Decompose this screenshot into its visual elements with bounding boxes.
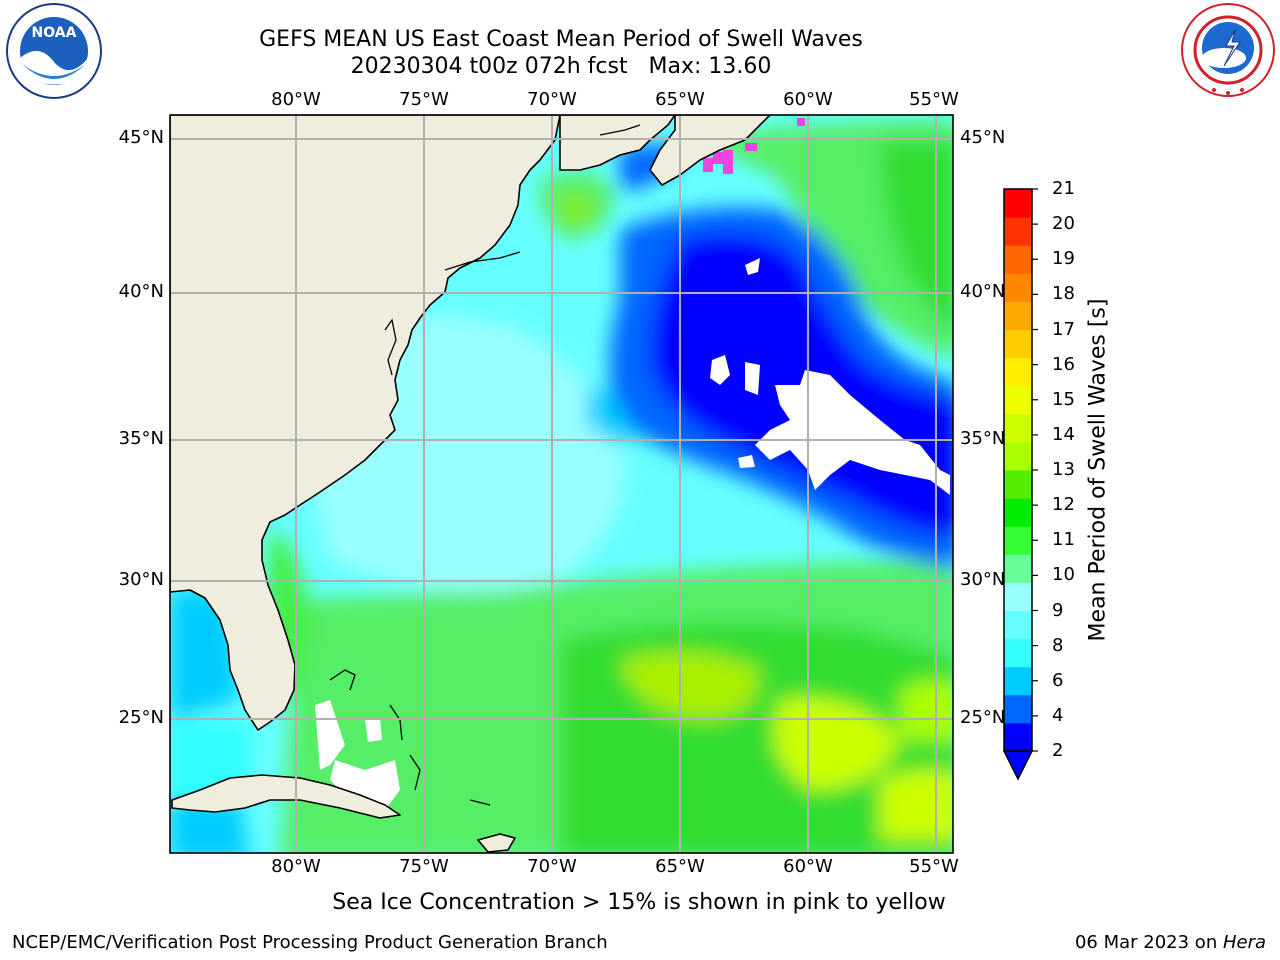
lat-label-left: 25°N <box>118 707 164 728</box>
lon-label-bottom: 75°W <box>399 856 449 877</box>
colorbar-title: Mean Period of Swell Waves [s] <box>1085 298 1111 642</box>
colorbar-tick-label: 8 <box>1052 634 1064 656</box>
colorbar <box>1002 188 1038 781</box>
colorbar-swatch <box>1004 666 1032 696</box>
colorbar-tick-label: 14 <box>1052 423 1075 445</box>
sea-ice-cells <box>703 118 805 174</box>
colorbar-swatch <box>1004 441 1032 471</box>
lon-label-top: 55°W <box>909 89 959 110</box>
sea-ice-note: Sea Ice Concentration > 15% is shown in … <box>332 890 946 915</box>
noaa-logo-text: NOAA <box>32 25 77 41</box>
colorbar-tick-label: 12 <box>1052 494 1075 516</box>
lat-label-right: 25°N <box>960 707 1006 728</box>
colorbar-tick-label: 19 <box>1052 248 1075 270</box>
lon-label-top: 65°W <box>655 89 705 110</box>
map-frame <box>169 114 954 854</box>
lon-label-top: 70°W <box>527 89 577 110</box>
colorbar-swatch <box>1004 498 1032 527</box>
lon-label-top: 60°W <box>783 89 833 110</box>
lon-label-bottom: 80°W <box>271 856 321 877</box>
colorbar-swatch <box>1004 413 1032 443</box>
lon-label-bottom: 70°W <box>527 856 577 877</box>
lat-label-left: 45°N <box>118 127 164 148</box>
chart-subtitle: 20230304 t00z 072h fcst Max: 13.60 <box>350 54 772 79</box>
colorbar-tick-label: 4 <box>1052 704 1064 726</box>
lon-label-bottom: 55°W <box>909 856 959 877</box>
nws-logo <box>1181 3 1275 97</box>
lat-label-right: 30°N <box>960 569 1006 590</box>
chart-title: GEFS MEAN US East Coast Mean Period of S… <box>259 27 863 52</box>
colorbar-swatch <box>1004 189 1032 218</box>
colorbar-swatch <box>1004 638 1032 668</box>
colorbar-swatch <box>1004 301 1032 330</box>
footer-credit: NCEP/EMC/Verification Post Processing Pr… <box>12 932 608 953</box>
colorbar-tick-label: 9 <box>1052 599 1064 621</box>
colorbar-swatch <box>1004 217 1032 246</box>
colorbar-tick-label: 18 <box>1052 283 1075 305</box>
graticule <box>170 115 953 853</box>
lat-label-left: 35°N <box>118 428 164 449</box>
lat-label-right: 40°N <box>960 281 1006 302</box>
lat-label-left: 40°N <box>118 281 164 302</box>
lon-label-bottom: 65°W <box>655 856 705 877</box>
colorbar-swatch <box>1004 610 1032 640</box>
colorbar-swatch <box>1004 526 1032 555</box>
colorbar-swatch <box>1004 694 1032 724</box>
colorbar-tick-label: 10 <box>1052 564 1075 586</box>
lon-label-top: 75°W <box>399 89 449 110</box>
colorbar-swatch <box>1004 245 1032 274</box>
colorbar-swatch <box>1004 554 1032 583</box>
colorbar-tick-label: 13 <box>1052 459 1075 480</box>
lon-label-top: 80°W <box>271 89 321 110</box>
colorbar-tick-label: 15 <box>1052 388 1075 410</box>
colorbar-swatch <box>1004 582 1032 611</box>
colorbar-tick-label: 21 <box>1052 178 1075 199</box>
colorbar-tick-label: 16 <box>1052 353 1075 375</box>
colorbar-swatch <box>1004 329 1032 359</box>
colorbar-swatch <box>1004 273 1032 302</box>
colorbar-tick-label: 11 <box>1052 529 1075 551</box>
footer-date: 06 Mar 2023 on Hera <box>1075 932 1266 953</box>
lat-label-right: 45°N <box>960 127 1006 148</box>
colorbar-swatch <box>1004 470 1032 499</box>
colorbar-tick-label: 6 <box>1052 669 1064 691</box>
noaa-logo: NOAA <box>6 3 102 99</box>
colorbar-swatch <box>1004 722 1032 752</box>
colorbar-tick-label: 2 <box>1052 740 1064 761</box>
colorbar-swatch <box>1004 357 1032 387</box>
colorbar-swatch <box>1004 385 1032 415</box>
lat-label-right: 35°N <box>960 428 1006 449</box>
no-swell-patches <box>315 258 950 810</box>
colorbar-tick-label: 20 <box>1052 213 1075 235</box>
footer-date-text: 06 Mar 2023 on <box>1074 932 1223 953</box>
lat-label-left: 30°N <box>118 569 164 590</box>
colorbar-extend-arrow <box>1002 750 1034 781</box>
lon-label-bottom: 60°W <box>783 856 833 877</box>
colorbar-tick-label: 17 <box>1052 318 1075 340</box>
footer-machine: Hera <box>1222 932 1266 953</box>
